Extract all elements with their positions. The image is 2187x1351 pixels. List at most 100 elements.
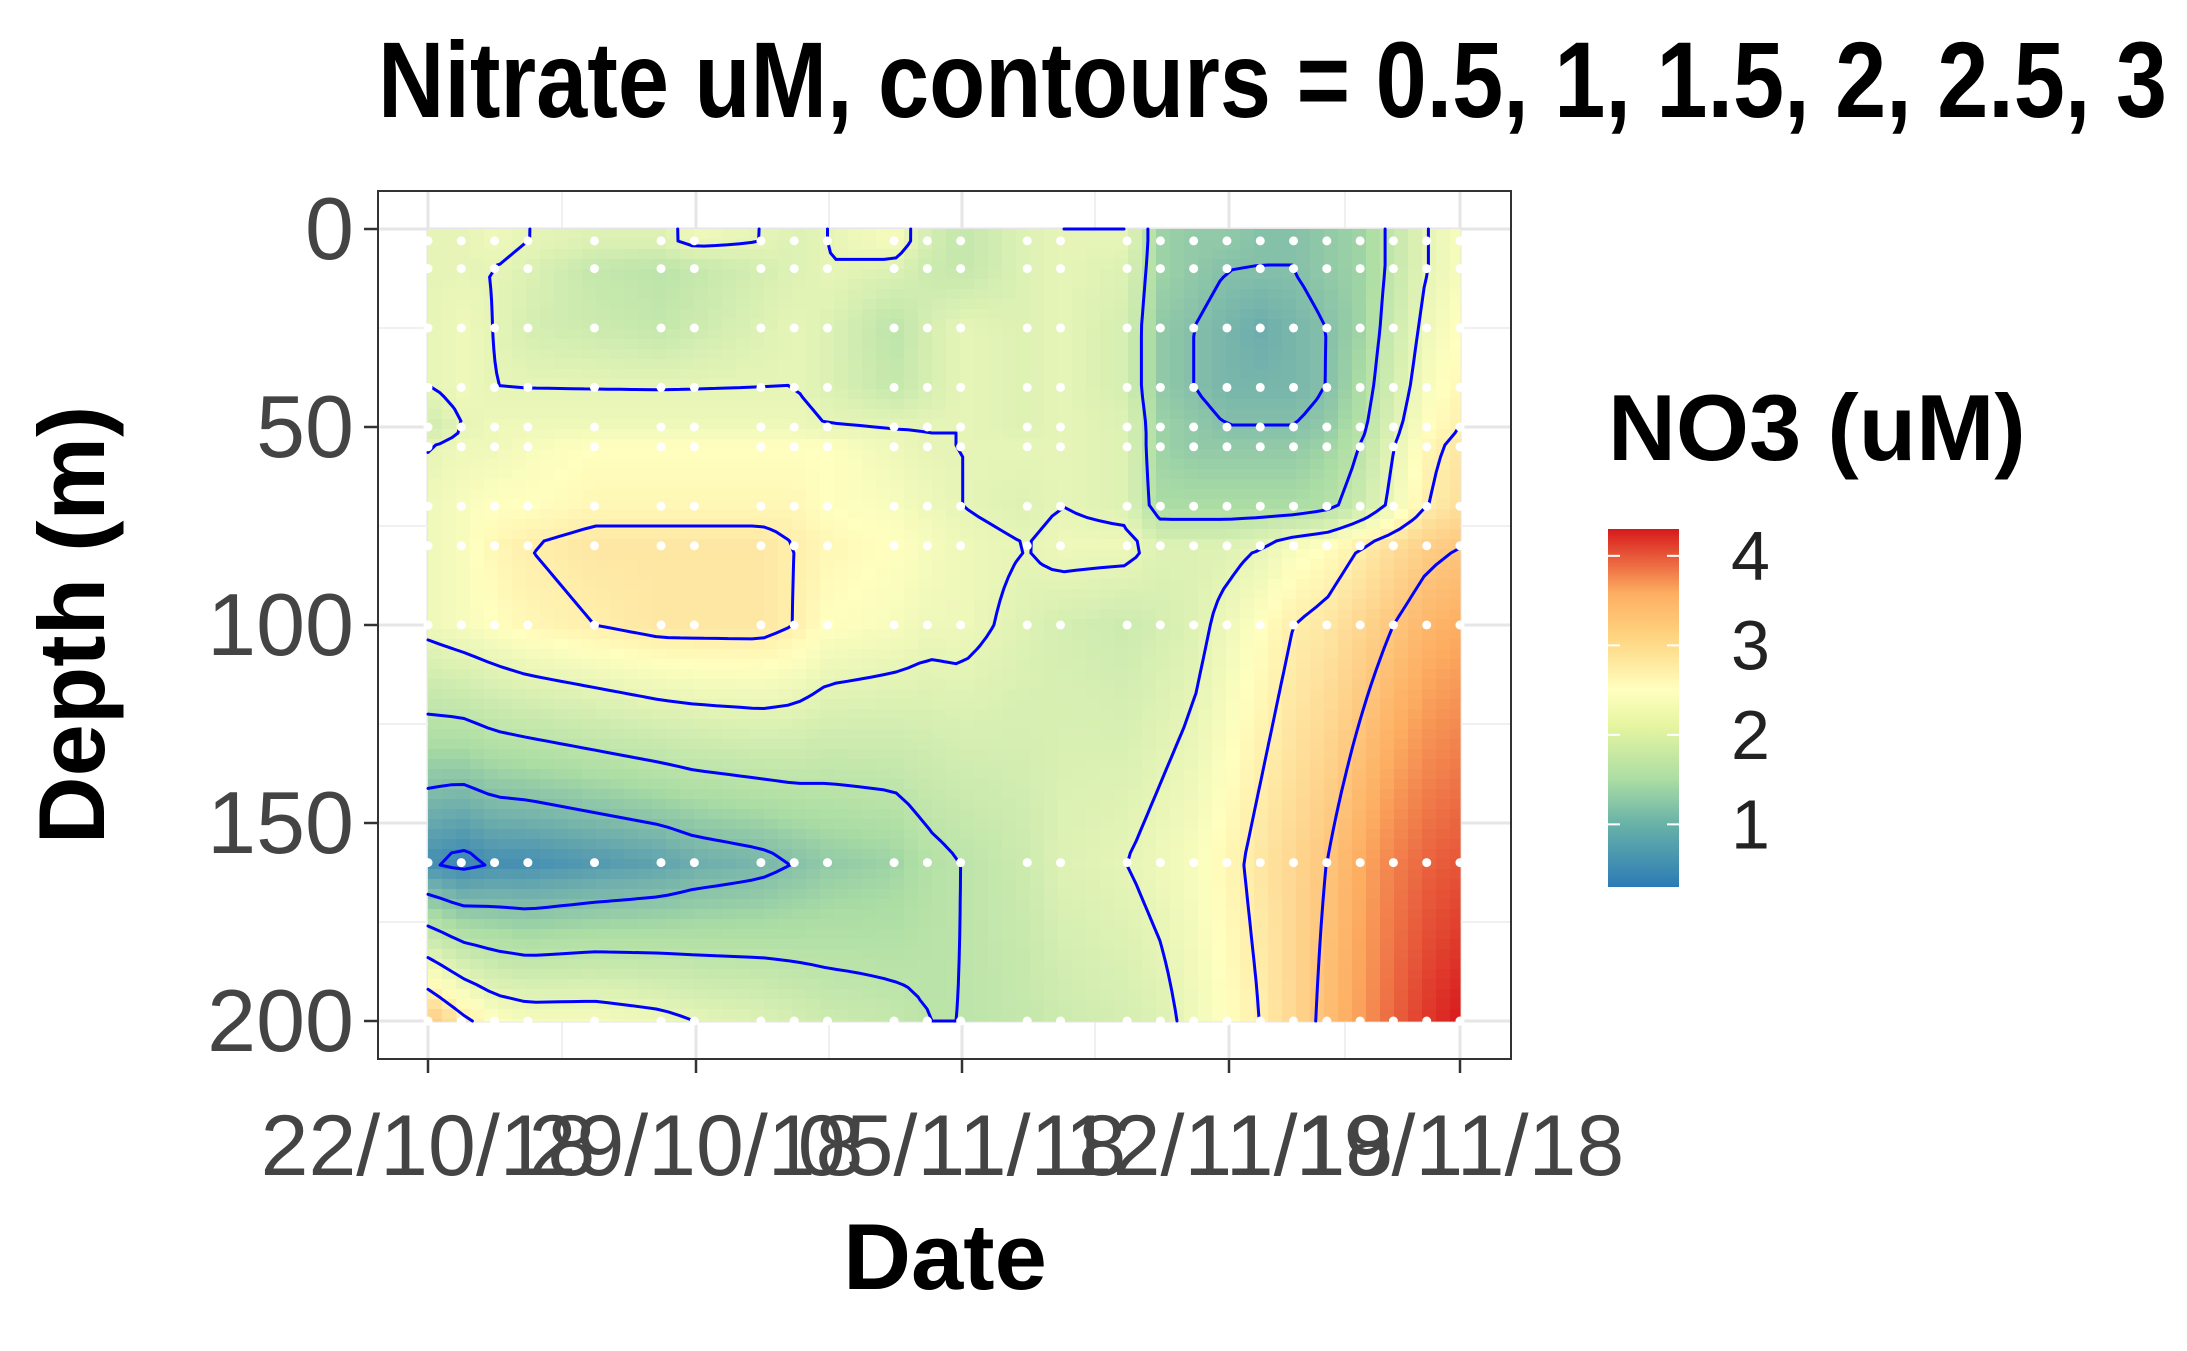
heatmap-cell (904, 499, 919, 510)
heatmap-cell (1072, 449, 1087, 460)
heatmap-cell (1268, 559, 1283, 570)
heatmap-cell (694, 279, 709, 290)
heatmap-cell (498, 309, 513, 320)
heatmap-cell (512, 529, 527, 540)
heatmap-cell (1366, 789, 1381, 800)
heatmap-cell (876, 819, 891, 830)
heatmap-cell (792, 729, 807, 740)
heatmap-cell (918, 559, 933, 570)
heatmap-cell (1086, 359, 1101, 370)
heatmap-cell (1016, 579, 1031, 590)
heatmap-cell (960, 699, 975, 710)
heatmap-cell (750, 299, 765, 310)
heatmap-cell (1282, 709, 1297, 720)
heatmap-cell (848, 369, 863, 380)
heatmap-cell (540, 779, 555, 790)
heatmap-cell (834, 489, 849, 500)
heatmap-cell (1002, 469, 1017, 480)
heatmap-cell (1226, 409, 1241, 420)
heatmap-cell (484, 389, 499, 400)
heatmap-cell (988, 489, 1003, 500)
heatmap-cell (848, 239, 863, 250)
heatmap-cell (862, 689, 877, 700)
heatmap-cell (596, 319, 611, 330)
heatmap-cell (1450, 489, 1461, 500)
heatmap-cell (722, 609, 737, 620)
heatmap-cell (596, 249, 611, 260)
heatmap-cell (946, 349, 961, 360)
heatmap-cell (470, 599, 485, 610)
heatmap-cell (792, 799, 807, 810)
heatmap-cell (470, 589, 485, 600)
heatmap-cell (750, 869, 765, 880)
heatmap-cell (904, 849, 919, 860)
heatmap-cell (946, 339, 961, 350)
heatmap-cell (918, 309, 933, 320)
heatmap-cell (1072, 669, 1087, 680)
heatmap-cell (694, 749, 709, 760)
heatmap-cell (1128, 399, 1143, 410)
heatmap-cell (526, 439, 541, 450)
heatmap-cell (512, 569, 527, 580)
heatmap-cell (1002, 239, 1017, 250)
heatmap-cell (1198, 869, 1213, 880)
heatmap-cell (638, 289, 653, 300)
heatmap-cell (792, 649, 807, 660)
heatmap-cell (1380, 649, 1395, 660)
heatmap-cell (1352, 579, 1367, 590)
heatmap-cell (792, 659, 807, 670)
heatmap-cell (1296, 839, 1311, 850)
heatmap-cell (1072, 539, 1087, 550)
heatmap-cell (1366, 229, 1381, 240)
heatmap-cell (736, 849, 751, 860)
heatmap-cell (1100, 499, 1115, 510)
heatmap-cell (960, 259, 975, 270)
heatmap-cell (1282, 849, 1297, 860)
heatmap-cell (610, 259, 625, 270)
heatmap-cell (1002, 479, 1017, 490)
heatmap-cell (1142, 659, 1157, 670)
heatmap-cell (862, 779, 877, 790)
heatmap-cell (540, 679, 555, 690)
heatmap-cell (470, 689, 485, 700)
heatmap-cell (512, 479, 527, 490)
heatmap-cell (470, 239, 485, 250)
heatmap-cell (1296, 399, 1311, 410)
heatmap-cell (1198, 559, 1213, 570)
heatmap-cell (904, 519, 919, 530)
heatmap-cell (1324, 689, 1339, 700)
heatmap-cell (1114, 349, 1129, 360)
heatmap-cell (806, 239, 821, 250)
heatmap-cell (596, 429, 611, 440)
heatmap-cell (470, 359, 485, 370)
heatmap-cell (890, 339, 905, 350)
heatmap-cell (722, 529, 737, 540)
heatmap-cell (652, 699, 667, 710)
heatmap-cell (876, 549, 891, 560)
heatmap-cell (1184, 549, 1199, 560)
heatmap-cell (792, 369, 807, 380)
heatmap-cell (960, 449, 975, 460)
heatmap-cell (1268, 729, 1283, 740)
heatmap-cell (792, 839, 807, 850)
heatmap-cell (428, 469, 443, 480)
heatmap-cell (582, 319, 597, 330)
heatmap-cell (750, 749, 765, 760)
heatmap-cell (694, 869, 709, 880)
heatmap-cell (1016, 259, 1031, 270)
heatmap-cell (764, 859, 779, 870)
heatmap-cell (1366, 869, 1381, 880)
heatmap-cell (1156, 259, 1171, 270)
heatmap-cell (1142, 329, 1157, 340)
heatmap-cell (806, 579, 821, 590)
heatmap-cell (1058, 479, 1073, 490)
heatmap-cell (1450, 549, 1461, 560)
heatmap-cell (568, 359, 583, 370)
heatmap-cell (876, 809, 891, 820)
heatmap-cell (862, 399, 877, 410)
heatmap-cell (1016, 819, 1031, 830)
heatmap-cell (764, 479, 779, 490)
heatmap-cell (540, 429, 555, 440)
heatmap-cell (1450, 229, 1461, 240)
heatmap-cell (1072, 479, 1087, 490)
